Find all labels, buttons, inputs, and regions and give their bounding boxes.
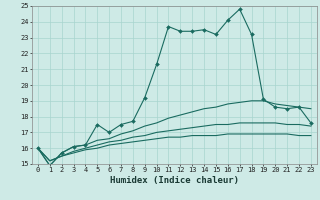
X-axis label: Humidex (Indice chaleur): Humidex (Indice chaleur) [110, 176, 239, 185]
